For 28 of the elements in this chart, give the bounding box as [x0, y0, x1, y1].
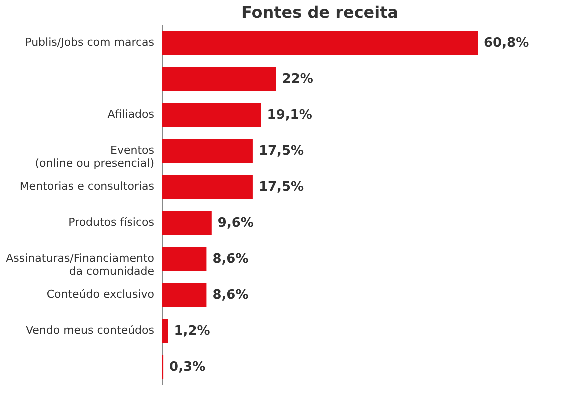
y-tick-label: Eventos (online ou presencial) [35, 144, 155, 170]
bar [162, 67, 276, 91]
y-tick-label: Vendo meus conteúdos [26, 324, 155, 337]
data-label: 60,8% [484, 36, 530, 51]
y-tick-label: Produtos físicos [68, 216, 155, 229]
data-label: 0,3% [170, 360, 206, 375]
data-label: 9,6% [218, 216, 254, 231]
data-label: 17,5% [258, 144, 304, 159]
bar [162, 103, 262, 127]
bar [162, 31, 478, 55]
chart-title: Fontes de receita [241, 3, 399, 22]
data-label: 22% [282, 72, 314, 87]
data-label: 19,1% [267, 108, 312, 123]
bar [162, 283, 207, 307]
data-label: 1,2% [174, 324, 210, 339]
y-tick-label: Publis/Jobs com marcas [25, 36, 155, 49]
bar [162, 211, 212, 235]
bar [162, 175, 253, 199]
bar [162, 319, 168, 343]
data-label: 8,6% [212, 288, 249, 303]
y-tick-label: Conteúdo exclusivo [46, 288, 155, 301]
y-tick-label: Mentorias e consultorias [20, 180, 155, 193]
y-tick-label: Assinaturas/Financiamento da comunidade [6, 252, 155, 278]
bar [162, 139, 253, 163]
y-tick-label: Afiliados [108, 108, 155, 121]
bar [162, 247, 207, 271]
data-label: 17,5% [258, 180, 304, 195]
data-label: 8,6% [212, 252, 249, 267]
